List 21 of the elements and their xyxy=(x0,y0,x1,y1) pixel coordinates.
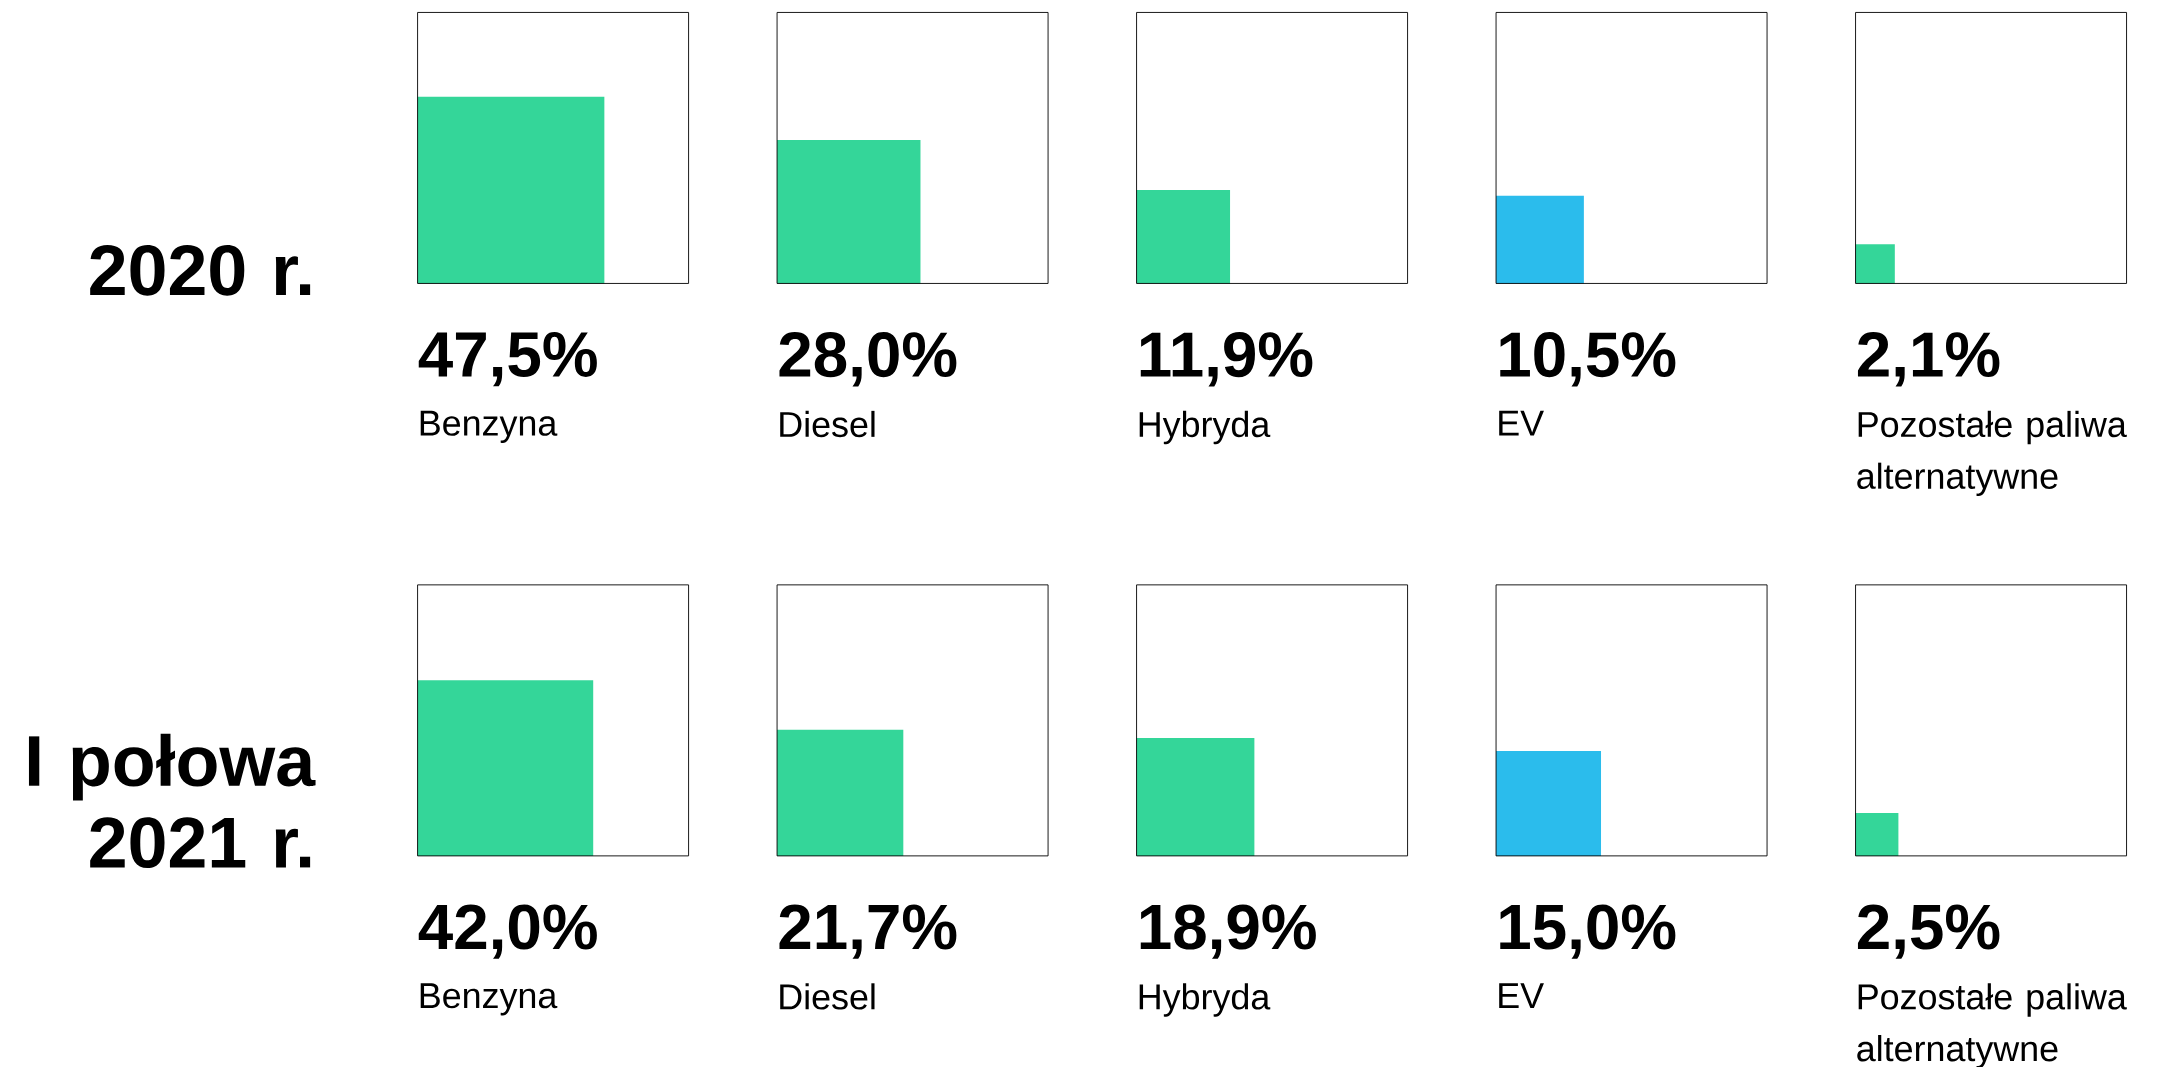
data-label: 47,5% xyxy=(418,331,597,387)
category-label: Hybryda xyxy=(1139,410,1271,445)
category-label: Hybryda xyxy=(1139,983,1271,1017)
category-label: Diesel xyxy=(780,983,875,1010)
text: 2020 r. xyxy=(90,244,311,296)
category-label: Benzyna xyxy=(420,983,558,1016)
data-label: 42,0% xyxy=(418,904,597,959)
data-label: 11,9% xyxy=(1140,331,1313,387)
data-label: 18,9% xyxy=(1140,904,1316,959)
category-label: Benzyna xyxy=(420,410,558,443)
data-label: 21,7% xyxy=(779,904,957,959)
data-label: 2,5% xyxy=(1857,904,2000,959)
data-label: 15,0% xyxy=(1500,904,1676,959)
category-label: Diesel xyxy=(780,410,875,437)
text: I połowa 2021 r. xyxy=(28,733,316,868)
data-label: 2,1% xyxy=(1857,331,2000,387)
data-label: 10,5% xyxy=(1500,331,1676,387)
category-label: Pozostałe paliwa alternatywne xyxy=(1857,410,2127,496)
category-label: EV xyxy=(1499,410,1544,436)
data-label: 28,0% xyxy=(779,331,957,387)
category-label: EV xyxy=(1499,983,1544,1008)
